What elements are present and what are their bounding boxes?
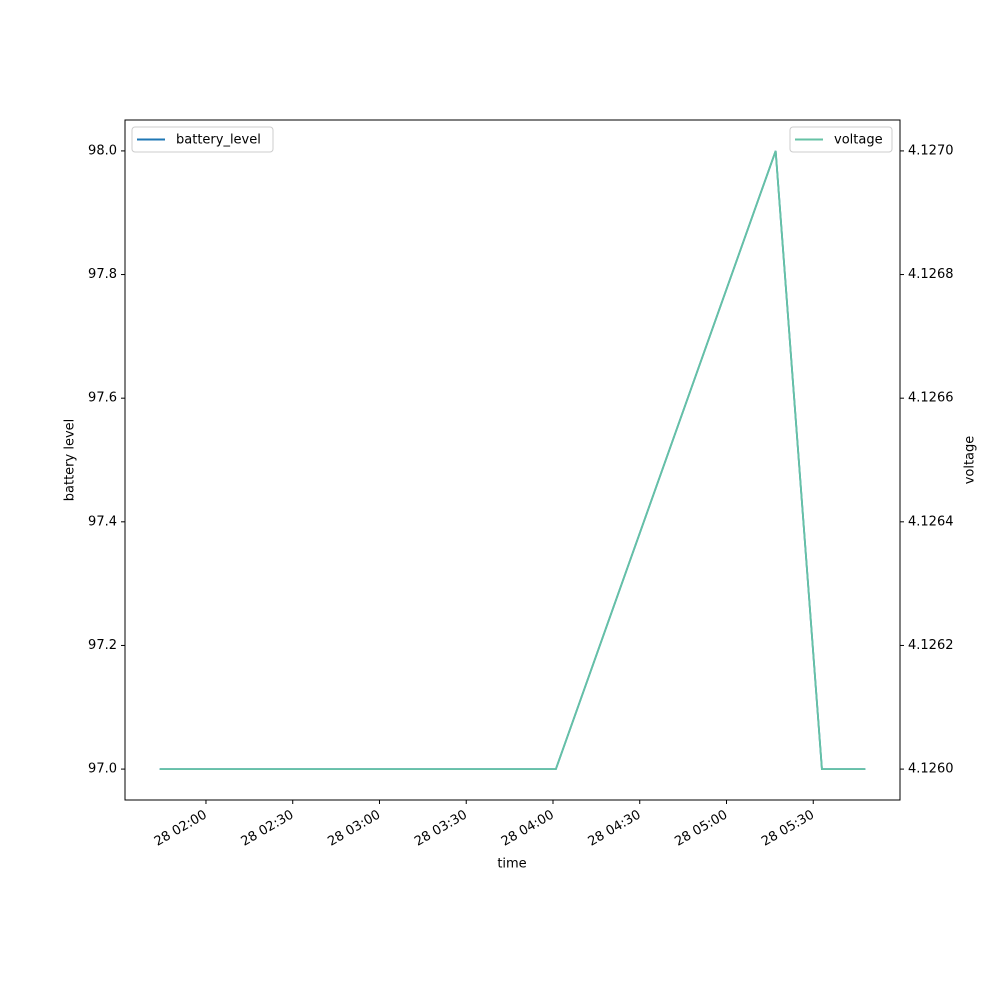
series-line xyxy=(159,150,866,770)
y-tick-label: 97.0 xyxy=(88,762,117,777)
y-tick-label: 97.6 xyxy=(88,391,117,406)
x-tick-label: 28 05:00 xyxy=(672,808,730,850)
y-tick-label: 97.8 xyxy=(88,267,117,282)
legend-box xyxy=(789,126,893,153)
x-axis-label: time xyxy=(497,857,526,872)
y2-tick-label: 4.1268 xyxy=(908,267,954,282)
legend-label: voltage xyxy=(834,133,883,148)
y2-tick-label: 4.1260 xyxy=(908,762,954,777)
x-tick-label: 28 03:30 xyxy=(412,808,470,850)
y2-axis-label: voltage xyxy=(963,436,978,485)
y-tick-label: 98.0 xyxy=(88,143,117,158)
y-tick-label: 97.4 xyxy=(88,514,117,529)
y2-tick-label: 4.1262 xyxy=(908,638,954,653)
y2-tick-label: 4.1270 xyxy=(908,143,954,158)
legend-label: battery_level xyxy=(176,133,261,148)
y-tick-label: 97.2 xyxy=(88,638,117,653)
x-tick-label: 28 05:30 xyxy=(759,808,817,850)
x-tick-label: 28 03:00 xyxy=(325,808,383,850)
x-tick-label: 28 04:00 xyxy=(499,808,557,850)
y2-tick-label: 4.1264 xyxy=(908,514,954,529)
plot-frame xyxy=(124,119,901,801)
x-tick-label: 28 02:00 xyxy=(152,808,210,850)
x-tick-label: 28 02:30 xyxy=(239,808,297,850)
y2-tick-label: 4.1266 xyxy=(908,391,954,406)
x-tick-label: 28 04:30 xyxy=(586,808,644,850)
series-line xyxy=(159,150,866,770)
legend-box xyxy=(131,126,274,153)
y-axis-label: battery level xyxy=(63,419,78,502)
